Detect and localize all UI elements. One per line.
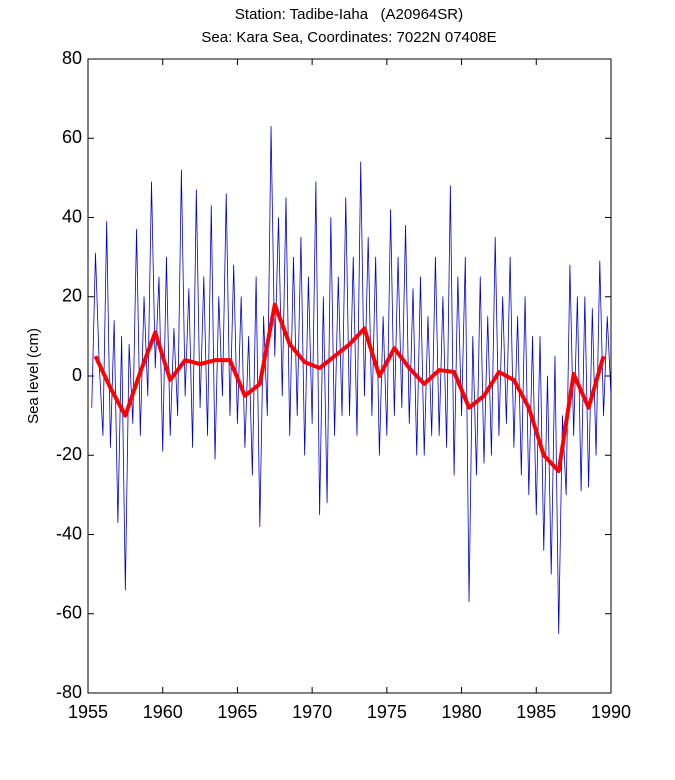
data-line: [93, 302, 606, 474]
y-tick-label: 0: [72, 365, 82, 385]
y-axis-label: Sea level (cm): [25, 328, 42, 424]
x-tick-label: 1980: [442, 702, 482, 722]
data-line: [91, 125, 612, 634]
y-tick-label: 20: [62, 286, 82, 306]
x-tick-label: 1990: [591, 702, 631, 722]
x-tick-label: 1970: [292, 702, 332, 722]
chart-subtitle: Sea: Kara Sea, Coordinates: 7022N 07408E: [201, 29, 496, 46]
y-tick-label: -40: [56, 523, 82, 543]
y-tick-label: -20: [56, 444, 82, 464]
x-tick-label: 1975: [367, 702, 407, 722]
chart-title: Station: Tadibe-Iaha (A20964SR): [235, 6, 463, 23]
x-tick-label: 1960: [143, 702, 183, 722]
x-tick-label: 1955: [68, 702, 108, 722]
y-tick-label: 40: [62, 206, 82, 226]
y-tick-label: 60: [62, 127, 82, 147]
y-tick-label: -80: [56, 682, 82, 702]
y-tick-label: 80: [62, 48, 82, 68]
x-tick-label: 1985: [516, 702, 556, 722]
plot-frame: [87, 58, 612, 694]
y-tick-label: -60: [56, 603, 82, 623]
x-tick-label: 1965: [217, 702, 257, 722]
